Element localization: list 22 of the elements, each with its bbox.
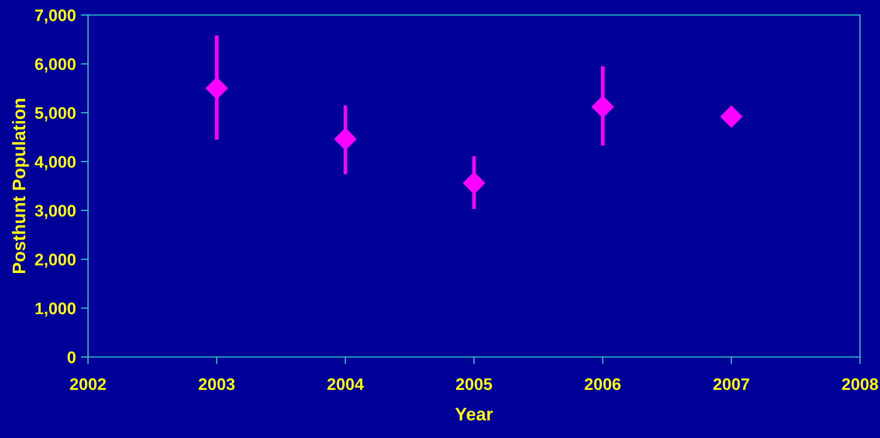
x-tick-label: 2005 xyxy=(456,378,492,390)
point xyxy=(334,128,356,150)
x-axis-title: Year xyxy=(455,408,493,421)
y-tick-label: 6,000 xyxy=(35,58,76,72)
x-tick-label: 2004 xyxy=(327,378,364,390)
point xyxy=(720,106,742,128)
y-tick-label: 4,000 xyxy=(34,156,76,170)
point xyxy=(206,77,228,100)
y-tick-label: 0 xyxy=(68,351,76,364)
x-tick-label: 2007 xyxy=(713,378,750,390)
x-tick-label: 2008 xyxy=(842,378,878,390)
y-tick-label: 1,000 xyxy=(36,302,76,317)
point xyxy=(592,96,614,118)
x-tick-label: 2003 xyxy=(198,378,235,390)
y-tick-label: 7,000 xyxy=(35,9,76,24)
x-tick-label: 2006 xyxy=(584,378,621,390)
y-axis-title: Posthunt Population xyxy=(12,98,29,274)
y-tick-label: 3,000 xyxy=(34,204,76,220)
y-tick-label: 5,000 xyxy=(35,107,76,122)
y-tick-label: 2,000 xyxy=(35,254,76,268)
x-tick-label: 2002 xyxy=(70,378,106,390)
point xyxy=(463,172,485,194)
